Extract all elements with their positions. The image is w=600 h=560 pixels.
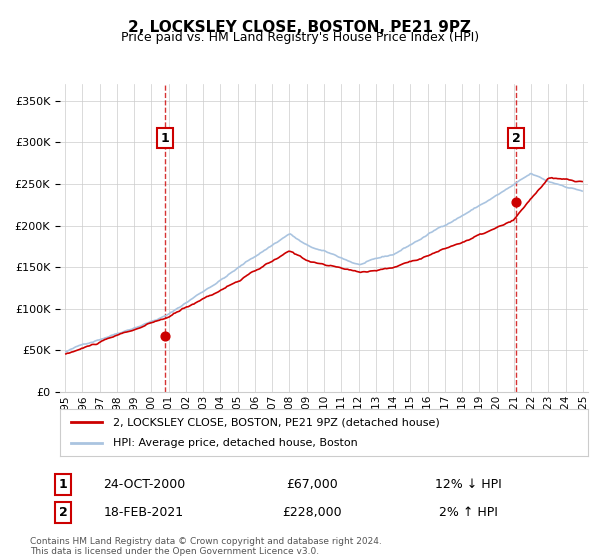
Text: 2% ↑ HPI: 2% ↑ HPI (439, 506, 497, 519)
Text: 2: 2 (512, 132, 520, 144)
Text: 2, LOCKSLEY CLOSE, BOSTON, PE21 9PZ (detached house): 2, LOCKSLEY CLOSE, BOSTON, PE21 9PZ (det… (113, 417, 440, 427)
Text: £228,000: £228,000 (282, 506, 342, 519)
Text: Contains HM Land Registry data © Crown copyright and database right 2024.: Contains HM Land Registry data © Crown c… (30, 537, 382, 546)
Text: 12% ↓ HPI: 12% ↓ HPI (434, 478, 502, 491)
Text: Price paid vs. HM Land Registry's House Price Index (HPI): Price paid vs. HM Land Registry's House … (121, 31, 479, 44)
Text: 1: 1 (59, 478, 67, 491)
Text: 1: 1 (161, 132, 169, 144)
Point (511, 198, 521, 207)
Text: £67,000: £67,000 (286, 478, 338, 491)
Text: 2: 2 (59, 506, 67, 519)
Text: 2, LOCKSLEY CLOSE, BOSTON, PE21 9PZ: 2, LOCKSLEY CLOSE, BOSTON, PE21 9PZ (128, 20, 472, 35)
Text: This data is licensed under the Open Government Licence v3.0.: This data is licensed under the Open Gov… (30, 547, 319, 556)
Point (160, 332, 170, 340)
Text: 24-OCT-2000: 24-OCT-2000 (103, 478, 185, 491)
Text: 18-FEB-2021: 18-FEB-2021 (104, 506, 184, 519)
Text: HPI: Average price, detached house, Boston: HPI: Average price, detached house, Bost… (113, 438, 358, 448)
